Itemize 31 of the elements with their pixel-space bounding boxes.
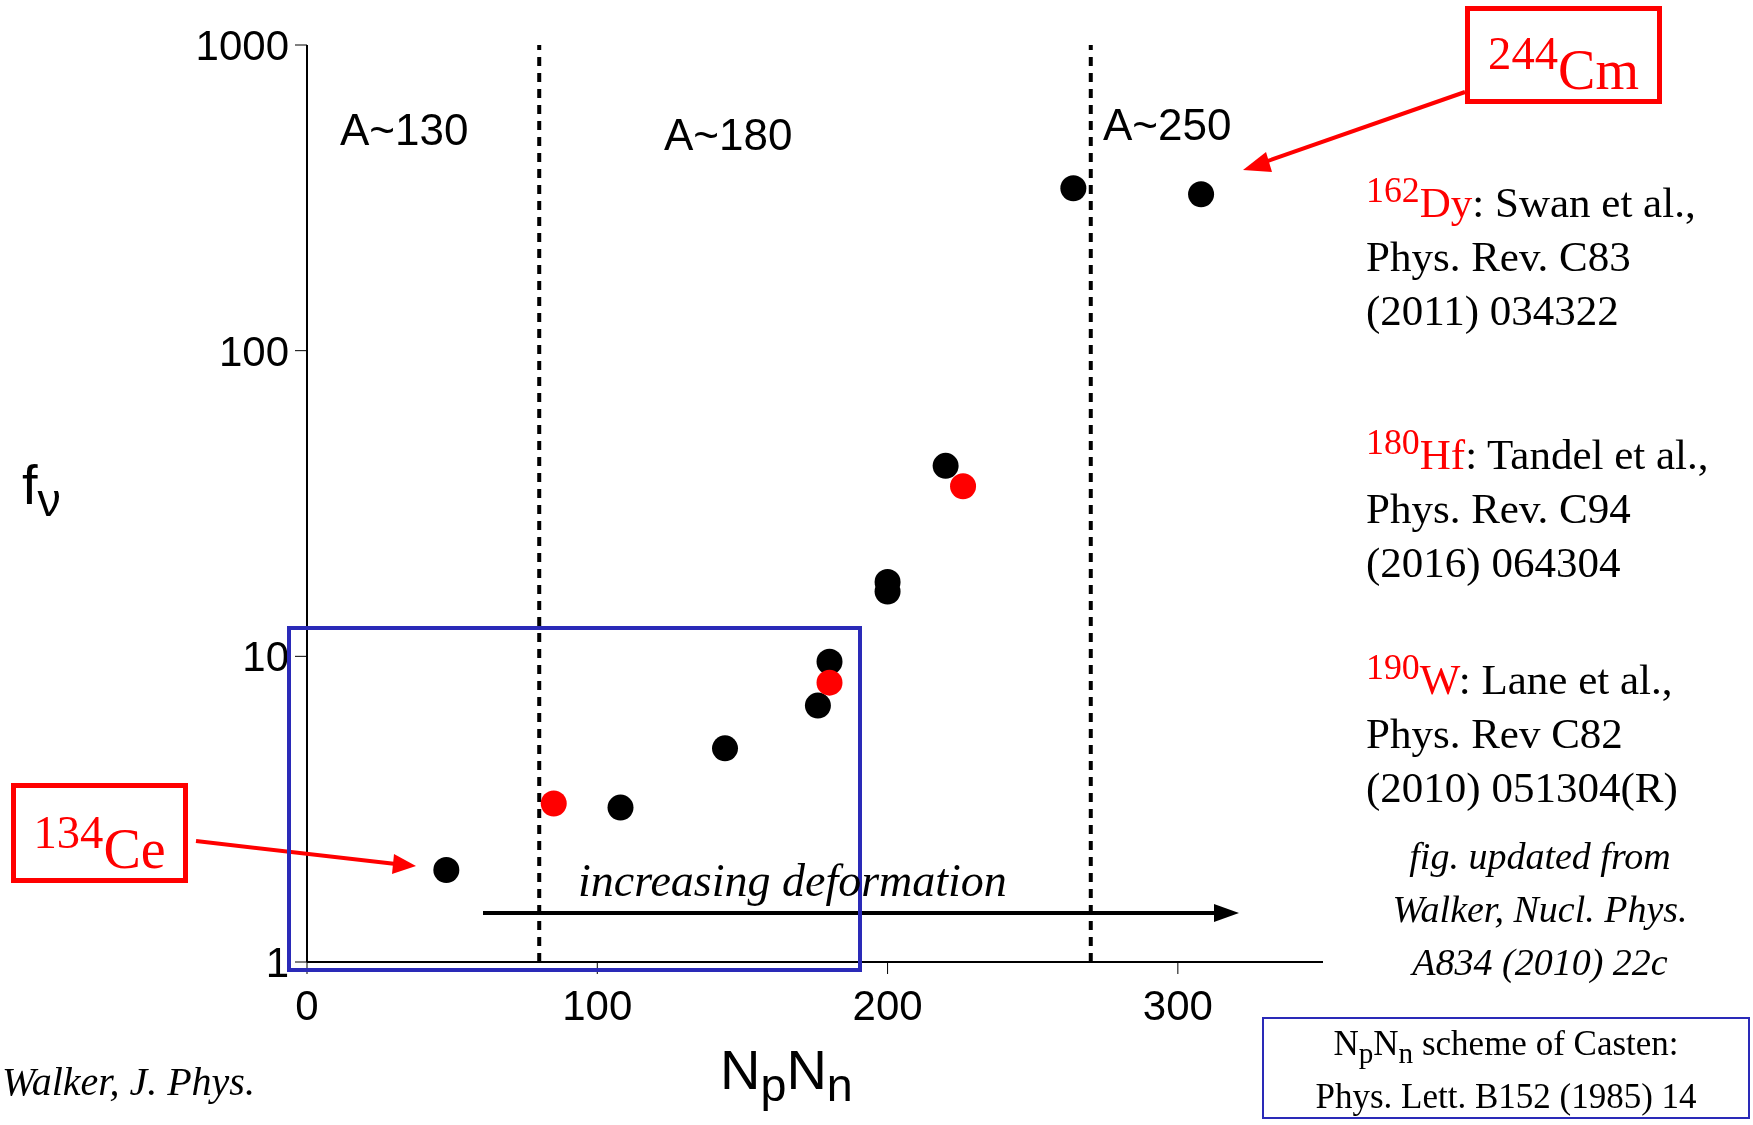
point — [1188, 181, 1215, 208]
point — [607, 794, 634, 821]
text: $^{190}$W: Lane et al., Phys. Rev C82 (2010) 051304(R) — [1366, 647, 1678, 812]
text: N$_{p}$N$_{n}$ scheme of Casten: Phys. Lett. B152 (1985) 14 — [1314, 1023, 1698, 1118]
y-tick-label: 100 — [218, 327, 289, 375]
y-tick-label: 10 — [242, 633, 289, 681]
point — [950, 473, 977, 500]
y-tick-label: 1000 — [195, 21, 289, 69]
point — [540, 790, 567, 817]
x-tick-label: 0 — [295, 981, 319, 1029]
annotation: A~130 — [340, 105, 469, 155]
point — [816, 669, 843, 696]
x-axis-title: N$_{p}$N$_{n}$ — [720, 1038, 853, 1114]
point — [932, 452, 959, 479]
text: $^{180}$Hf: Tandel et al., Phys. Rev. C94 (2016) 064304 — [1366, 422, 1709, 587]
text: $^{244}$Cm — [1487, 26, 1640, 103]
point — [804, 692, 831, 719]
point — [433, 856, 460, 883]
point — [1060, 175, 1087, 202]
text: $^{162}$Dy: Swan et al., Phys. Rev. C83 (2011) 034322 — [1366, 170, 1696, 335]
text: $^{134}$Ce — [32, 805, 167, 882]
annotation: A~250 — [1103, 100, 1232, 150]
y-axis-title: f$_{ν}$ — [22, 453, 61, 529]
text: Walker, J. Phys. — [2, 1058, 255, 1105]
x-tick-label: 200 — [852, 981, 923, 1029]
x-tick-label: 300 — [1142, 981, 1213, 1029]
annotation: A~180 — [664, 110, 793, 160]
x-tick-label: 100 — [562, 981, 633, 1029]
y-tick-label: 1 — [265, 938, 289, 986]
text: fig. updated from Walker, Nucl. Phys. A834 (2010) 22c — [1391, 834, 1689, 985]
point — [712, 735, 739, 762]
